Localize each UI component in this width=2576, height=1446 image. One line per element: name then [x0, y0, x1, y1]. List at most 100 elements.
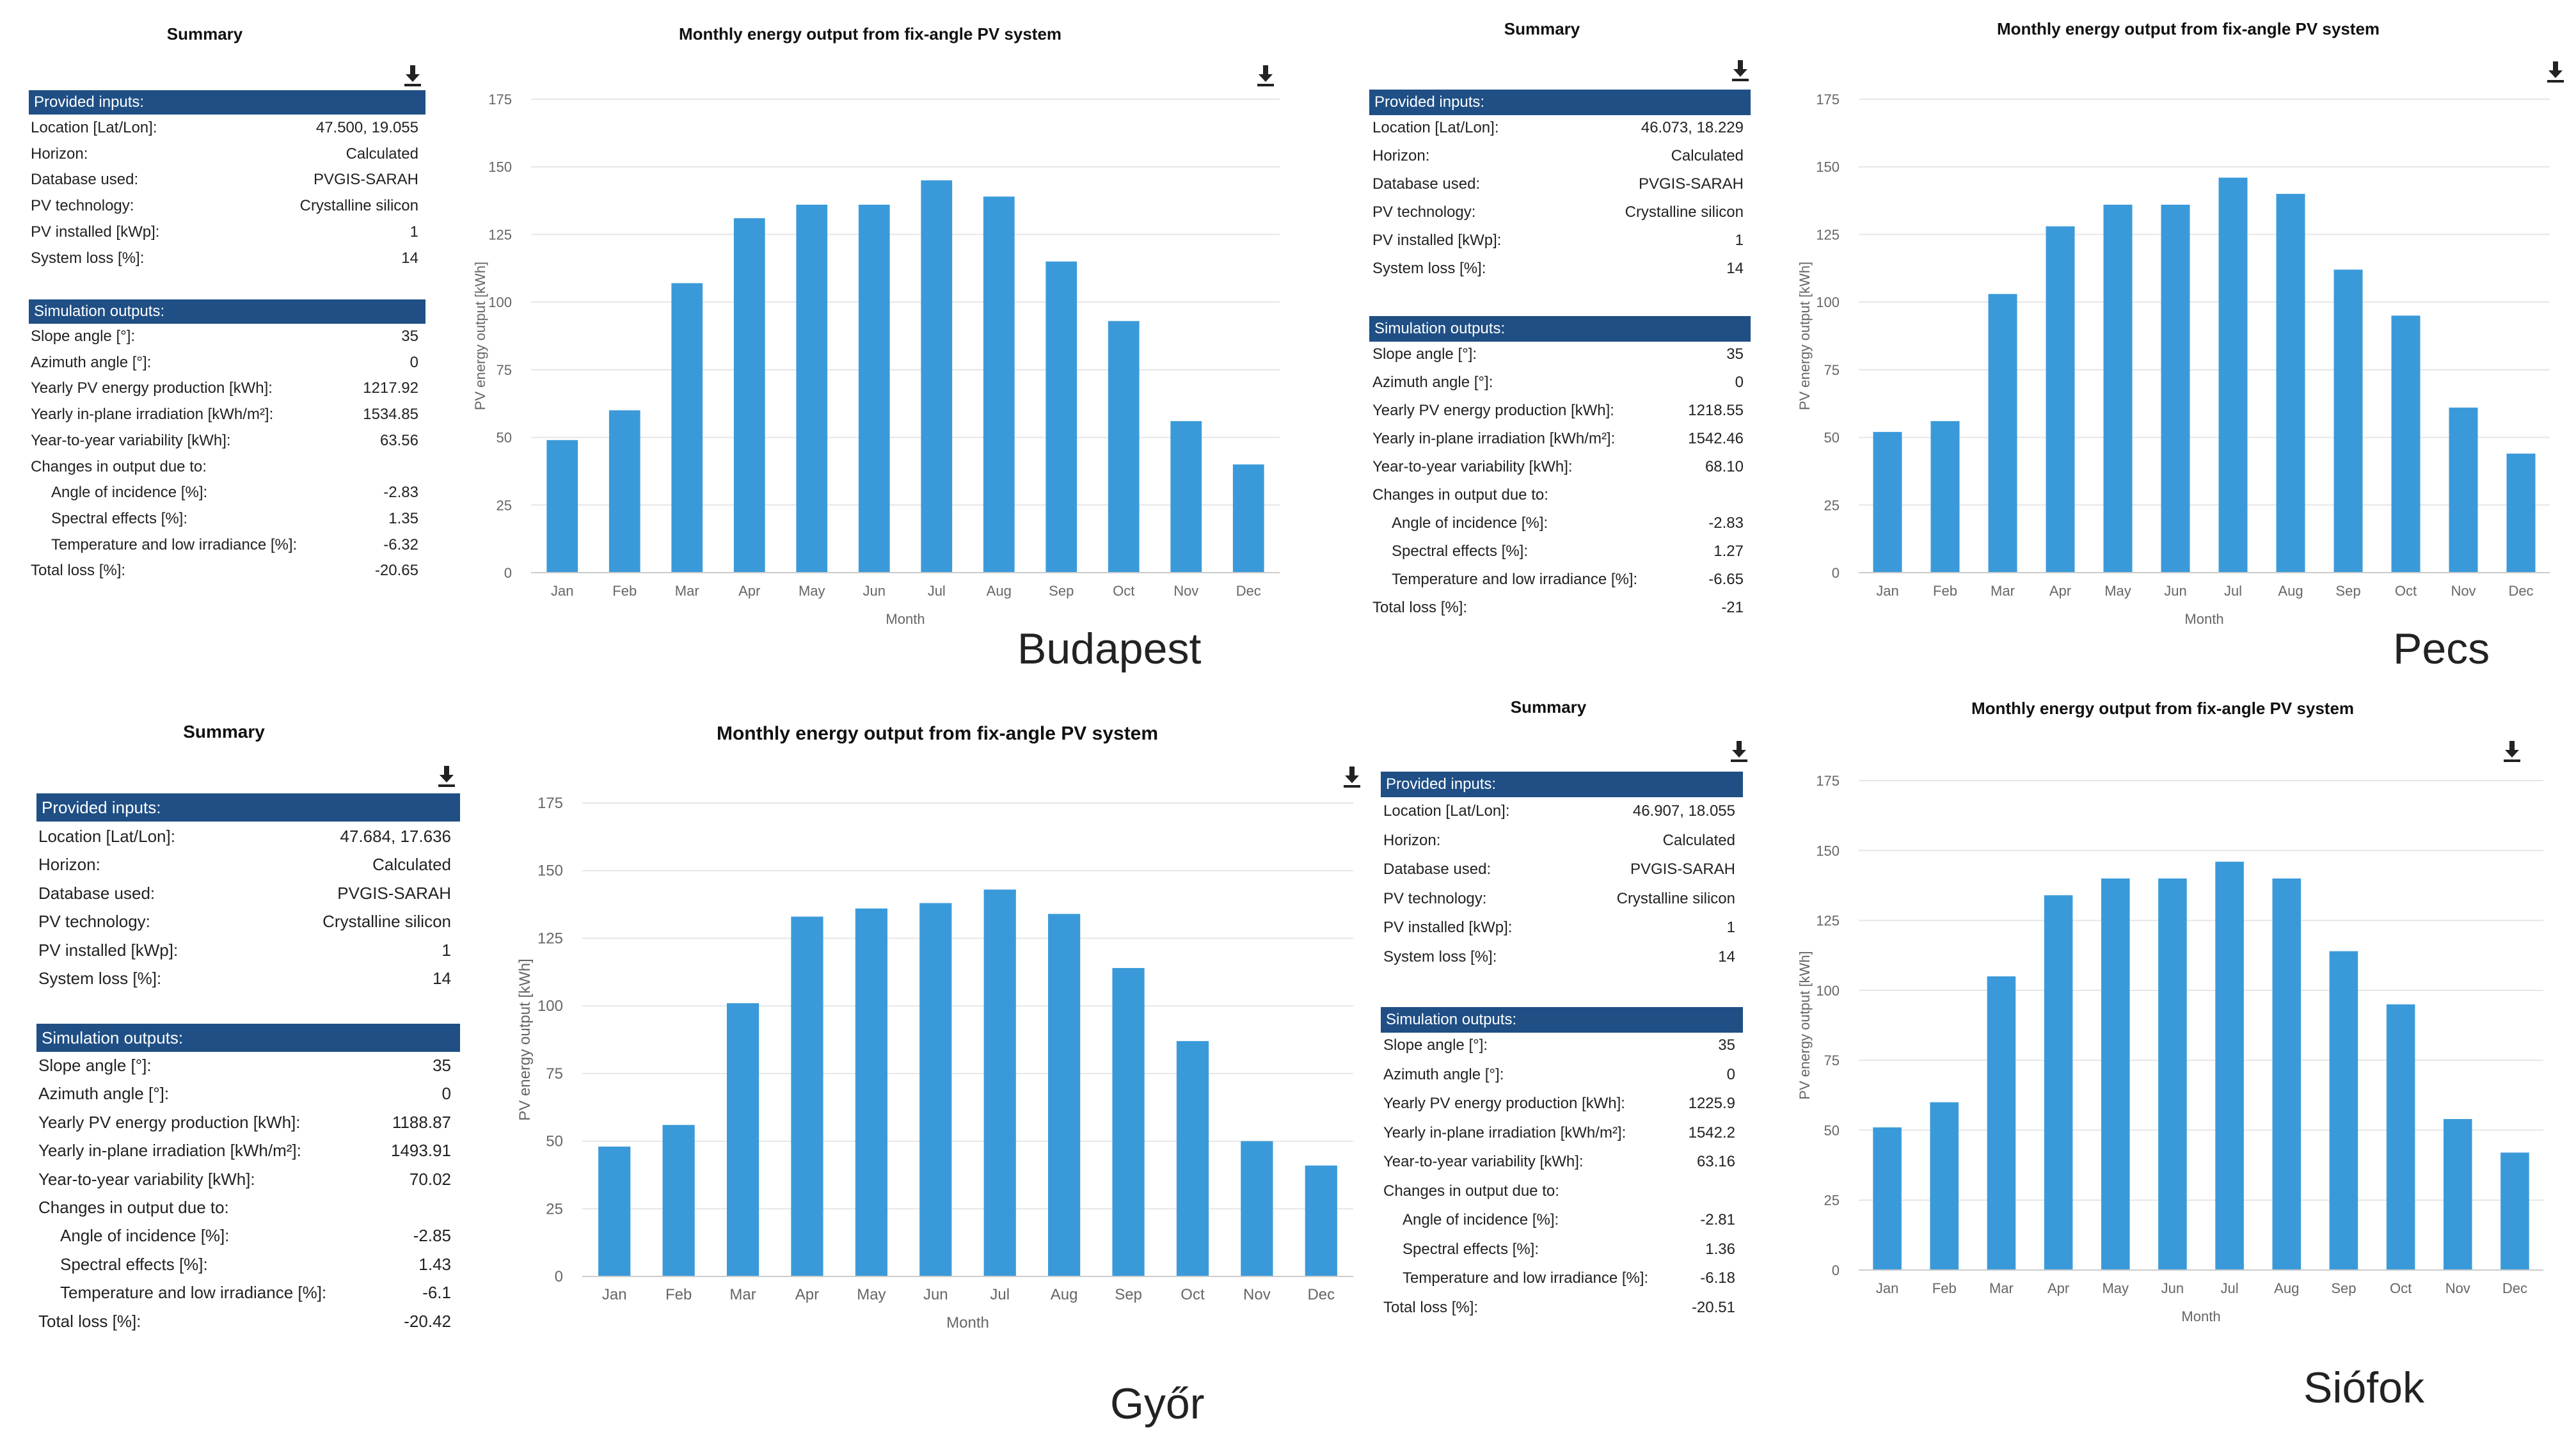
- chart-title: Monthly energy output from fix-angle PV …: [678, 24, 1062, 44]
- row-value: Crystalline silicon: [1616, 889, 1735, 907]
- x-tick-label: Apr: [795, 1286, 819, 1303]
- y-axis-label: PV energy output [kWh]: [1797, 262, 1813, 410]
- row-value: 46.907, 18.055: [1632, 802, 1735, 820]
- row-label: Location [Lat/Lon]:: [1372, 119, 1499, 136]
- bar-chart-gyor: 0 25 50 75 100 125 150 175 Jan Feb Mar Apr May Jun Jul…: [516, 795, 1353, 1331]
- row-value: Crystalline silicon: [299, 197, 418, 215]
- row-value: 1225.9: [1688, 1095, 1735, 1112]
- input-row: Horizon: Calculated: [1383, 832, 1735, 850]
- download-icon[interactable]: [2500, 740, 2524, 763]
- simulation-outputs-header: Simulation outputs:: [1369, 316, 1751, 342]
- row-label: Total loss [%]:: [38, 1311, 141, 1331]
- x-tick-label: Jul: [2224, 583, 2242, 599]
- row-label: System loss [%]:: [38, 969, 162, 988]
- x-tick-label: Jun: [2164, 583, 2186, 599]
- bar: [608, 410, 640, 573]
- output-row: Total loss [%]: -20.51: [1383, 1299, 1735, 1317]
- row-label: Database used:: [1383, 861, 1491, 878]
- summary-title: Summary: [166, 24, 243, 44]
- y-axis-label: PV energy output [kWh]: [1797, 951, 1813, 1099]
- row-label: Spectral effects [%]:: [51, 509, 187, 527]
- row-value: PVGIS-SARAH: [1630, 861, 1735, 878]
- download-icon[interactable]: [435, 765, 458, 788]
- summary-title: Summary: [183, 722, 265, 742]
- row-value: 1.35: [388, 509, 418, 527]
- row-value: 14: [1718, 948, 1735, 965]
- row-value: 35: [401, 328, 418, 345]
- row-label: PV installed [kWp]:: [31, 223, 160, 241]
- y-tick-label: 125: [1816, 913, 1840, 929]
- output-row: Spectral effects [%]: 1.36: [1403, 1241, 1735, 1259]
- output-row: Year-to-year variability [kWh]: 70.02: [38, 1170, 451, 1189]
- input-row: Horizon: Calculated: [1372, 147, 1744, 165]
- y-tick-label: 150: [537, 862, 563, 880]
- row-label: Database used:: [31, 171, 139, 189]
- y-tick-label: 100: [1816, 294, 1840, 310]
- row-value: 1: [1735, 232, 1744, 249]
- row-value: 1542.2: [1688, 1124, 1735, 1141]
- bar: [1170, 421, 1202, 573]
- row-label: PV technology:: [1383, 889, 1487, 907]
- x-tick-label: Jan: [551, 583, 573, 599]
- output-row: Slope angle [°]: 35: [1372, 346, 1744, 363]
- output-row: Changes in output due to:: [1372, 486, 1744, 504]
- row-value: 0: [409, 353, 418, 371]
- input-row: PV installed [kWp]: 1: [1372, 232, 1744, 250]
- row-value: 1493.91: [391, 1141, 451, 1161]
- x-tick-label: Jul: [2221, 1280, 2239, 1296]
- bar: [1930, 1102, 1959, 1270]
- output-row: Year-to-year variability [kWh]: 63.56: [31, 432, 418, 450]
- row-label: Yearly in-plane irradiation [kWh/m²]:: [1372, 430, 1616, 447]
- x-tick-label: Oct: [2395, 583, 2417, 599]
- download-icon[interactable]: [401, 64, 424, 87]
- output-row: Spectral effects [%]: 1.35: [51, 510, 418, 528]
- provided-inputs-header: Provided inputs:: [1369, 90, 1751, 115]
- row-value: 1218.55: [1688, 402, 1744, 419]
- row-label: PV technology:: [1372, 203, 1476, 221]
- download-icon[interactable]: [1729, 59, 1752, 82]
- bar: [671, 283, 703, 573]
- row-label: Database used:: [38, 883, 155, 903]
- city-label: Pecs: [2393, 624, 2490, 673]
- row-label: Slope angle [°]:: [31, 328, 136, 345]
- row-value: -20.65: [374, 562, 418, 580]
- chart-title: Monthly energy output from fix-angle PV …: [1971, 699, 2355, 718]
- x-axis-label: Month: [2184, 611, 2223, 627]
- row-label: Yearly in-plane irradiation [kWh/m²]:: [1383, 1124, 1626, 1141]
- provided-inputs-header: Provided inputs:: [29, 90, 425, 115]
- x-tick-label: Jul: [990, 1286, 1010, 1303]
- output-row: Angle of incidence [%]: -2.81: [1403, 1211, 1735, 1229]
- bar: [796, 204, 828, 573]
- output-row: Spectral effects [%]: 1.27: [1392, 543, 1744, 560]
- bar: [921, 180, 953, 573]
- provided-inputs-header: Provided inputs:: [1381, 772, 1743, 797]
- bar: [2215, 861, 2244, 1270]
- input-row: PV technology: Crystalline silicon: [31, 197, 418, 215]
- x-tick-label: Dec: [2508, 583, 2533, 599]
- x-tick-label: Apr: [738, 583, 760, 599]
- download-icon[interactable]: [1254, 64, 1277, 87]
- row-label: Total loss [%]:: [1372, 599, 1468, 616]
- y-tick-label: 75: [546, 1065, 563, 1083]
- row-value: 35: [1718, 1037, 1735, 1054]
- row-value: Crystalline silicon: [1625, 203, 1744, 221]
- row-value: -2.83: [383, 484, 418, 502]
- row-value: 68.10: [1705, 458, 1744, 475]
- row-value: PVGIS-SARAH: [313, 171, 418, 189]
- x-tick-label: Nov: [1243, 1286, 1271, 1303]
- download-icon[interactable]: [2544, 60, 2567, 83]
- row-label: Angle of incidence [%]:: [60, 1226, 230, 1246]
- output-row: Azimuth angle [°]: 0: [38, 1084, 451, 1104]
- download-icon[interactable]: [1728, 740, 1751, 763]
- row-label: System loss [%]:: [1372, 260, 1486, 277]
- output-row: Year-to-year variability [kWh]: 68.10: [1372, 458, 1744, 476]
- bar: [2276, 194, 2305, 573]
- x-tick-label: Aug: [987, 583, 1012, 599]
- input-row: System loss [%]: 14: [1372, 260, 1744, 278]
- x-axis-label: Month: [2181, 1308, 2220, 1324]
- download-icon[interactable]: [1340, 765, 1364, 788]
- row-value: 1.43: [418, 1254, 451, 1274]
- row-label: Yearly in-plane irradiation [kWh/m²]:: [38, 1141, 301, 1161]
- bar: [2500, 1152, 2529, 1270]
- row-value: 14: [401, 249, 418, 267]
